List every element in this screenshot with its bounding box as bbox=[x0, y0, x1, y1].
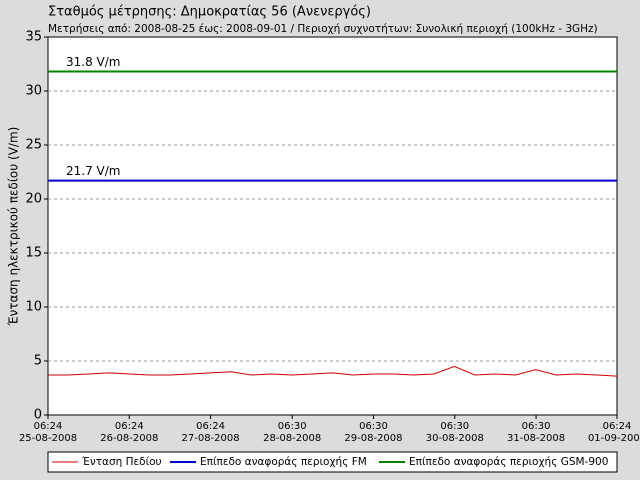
legend-label: Επίπεδο αναφοράς περιοχής GSM-900 bbox=[409, 456, 608, 468]
legend bbox=[47, 451, 618, 473]
reference-label: 31.8 V/m bbox=[66, 55, 120, 69]
y-axis-label: Ένταση ηλεκτρικού πεδίου (V/m) bbox=[7, 127, 21, 327]
data-line bbox=[48, 365, 618, 377]
x-tick-label: 06:30 29-08-2008 bbox=[344, 421, 402, 444]
y-tick-label: 10 bbox=[25, 300, 42, 315]
x-tick-label: 06:24 26-08-2008 bbox=[100, 421, 158, 444]
x-tick-label: 06:24 25-08-2008 bbox=[19, 421, 77, 444]
y-tick-label: 30 bbox=[25, 84, 42, 99]
x-tick-label: 06:24 27-08-2008 bbox=[182, 421, 240, 444]
x-tick-label: 06:30 28-08-2008 bbox=[263, 421, 321, 444]
y-tick-label: 15 bbox=[25, 246, 42, 261]
legend-label: Επίπεδο αναφοράς περιοχής FM bbox=[200, 456, 367, 468]
y-tick-label: 0 bbox=[34, 408, 42, 423]
reference-label: 21.7 V/m bbox=[66, 164, 120, 178]
y-tick-label: 5 bbox=[34, 354, 42, 369]
x-tick-label: 06:30 31-08-2008 bbox=[507, 421, 565, 444]
chart-title: Σταθμός μέτρησης: Δημοκρατίας 56 (Ανενερ… bbox=[48, 5, 371, 20]
y-tick-label: 25 bbox=[25, 138, 42, 153]
legend-label: Ένταση Πεδίου bbox=[81, 456, 162, 468]
x-tick-label: 06:30 30-08-2008 bbox=[426, 421, 484, 444]
y-tick-label: 35 bbox=[25, 30, 42, 45]
plot-area bbox=[47, 36, 618, 416]
chart-subtitle: Μετρήσεις από: 2008-08-25 έως: 2008-09-0… bbox=[48, 23, 598, 35]
y-tick-label: 20 bbox=[25, 192, 42, 207]
